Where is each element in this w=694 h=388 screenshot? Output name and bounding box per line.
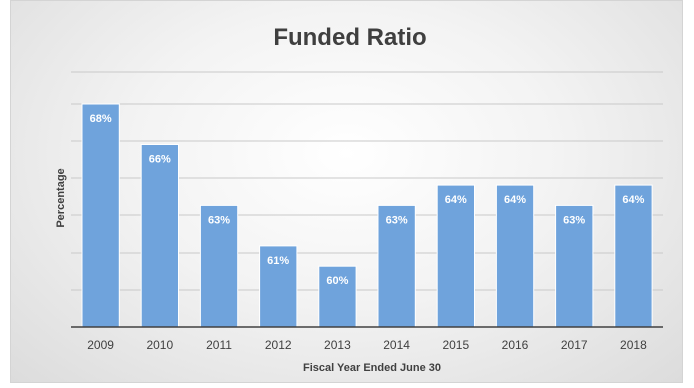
chart-title: Funded Ratio [273,24,426,51]
bar-2011 [199,204,239,328]
data-label-2014: 63% [386,214,408,226]
bar-2015 [436,184,476,328]
data-label-2011: 63% [208,214,230,226]
y-axis-title: Percentage [55,168,67,227]
x-tick-label: 2012 [265,338,292,352]
bar-2010 [140,144,179,328]
data-label-2009: 68% [90,113,112,125]
x-tick-label: 2010 [146,338,173,352]
data-label-2018: 64% [622,194,644,206]
x-tick-label: 2013 [324,338,351,352]
bar-2016 [495,184,535,328]
data-label-2010: 66% [149,154,171,166]
x-axis-title: Fiscal Year Ended June 30 [303,362,441,374]
data-label-2016: 64% [504,194,526,206]
data-label-2017: 63% [563,214,585,226]
bar-2013 [318,265,357,328]
bar-2014 [377,204,416,328]
bar-2018 [614,184,653,328]
x-tick-label: 2014 [383,338,410,352]
bars: 68% 66% 63% 61% 60% 63% 64% 64% 63% 64% [81,103,653,328]
x-tick-label: 2016 [502,338,529,352]
x-tick-label: 2018 [620,338,647,352]
bar-2017 [555,204,594,328]
x-tick-label: 2017 [561,338,588,352]
bar-2009 [81,103,120,328]
x-tick-label: 2011 [206,338,232,352]
data-label-2013: 60% [326,275,348,287]
x-tick-label: 2015 [442,338,469,352]
x-tick-labels: 2009 2010 2011 2012 2013 2014 2015 2016 2017 2018 [87,338,647,352]
data-label-2012: 61% [267,255,289,267]
data-label-2015: 64% [445,194,467,206]
x-tick-label: 2009 [87,338,114,352]
